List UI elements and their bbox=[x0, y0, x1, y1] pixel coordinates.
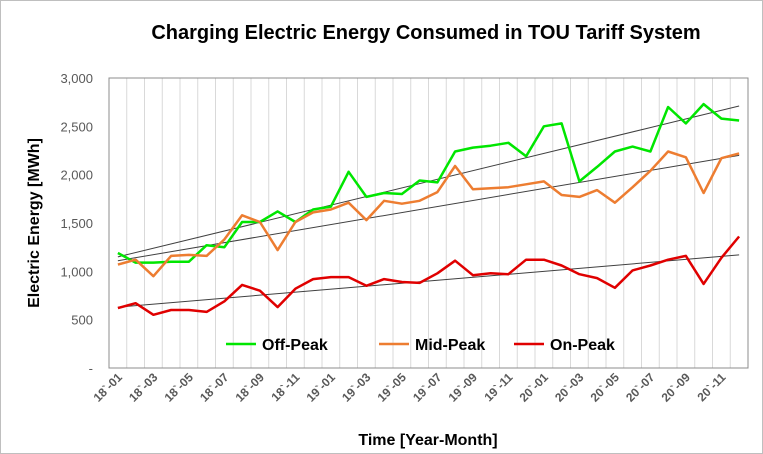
x-tick-label: 20`-09 bbox=[659, 370, 694, 405]
y-tick-label: 2,000 bbox=[60, 168, 93, 183]
x-tick-label: 20`-11 bbox=[695, 370, 729, 404]
x-tick-label: 19`-07 bbox=[410, 370, 445, 405]
x-tick-label: 20`-01 bbox=[517, 370, 552, 405]
x-tick-label: 19`-11 bbox=[482, 370, 516, 404]
x-axis-title: Time [Year-Month] bbox=[358, 432, 497, 449]
y-tick-label: 1,500 bbox=[60, 216, 93, 231]
plot-area bbox=[108, 77, 749, 369]
x-tick-label: 18`-03 bbox=[126, 370, 161, 405]
x-tick-label: 20`-03 bbox=[552, 370, 587, 405]
x-tick-label: 19`-03 bbox=[339, 370, 374, 405]
y-tick-label: 2,500 bbox=[60, 119, 93, 134]
series-line-on-peak bbox=[117, 235, 741, 317]
series-line-off-peak bbox=[117, 102, 740, 264]
x-tick-label: 20`-07 bbox=[623, 370, 658, 405]
y-tick-label: 1,000 bbox=[60, 264, 93, 279]
legend: Off-Peak Mid-Peak On-Peak bbox=[226, 337, 615, 354]
x-tick-label: 19`-01 bbox=[304, 370, 339, 405]
trendline-on-peak bbox=[117, 254, 740, 308]
grid bbox=[126, 78, 731, 368]
x-tick-label: 20`-05 bbox=[588, 370, 623, 405]
x-tick-label: 19`-09 bbox=[446, 370, 481, 405]
y-tick-labels: - 500 1,000 1,500 2,000 2,500 3,000 bbox=[60, 71, 93, 376]
legend-label: Mid-Peak bbox=[415, 337, 485, 354]
series-line-mid-peak bbox=[117, 150, 740, 278]
x-tick-labels: 18`-01 18`-03 18`-05 18`-07 18`-09 18`-11 19`-… bbox=[91, 370, 729, 405]
x-tick-label: 18`-07 bbox=[197, 370, 232, 405]
chart-title: Charging Electric Energy Consumed in TOU… bbox=[151, 22, 700, 44]
x-tick-label: 18`-09 bbox=[233, 370, 268, 405]
x-tick-label: 19`-05 bbox=[375, 370, 410, 405]
y-tick-label: - bbox=[89, 361, 93, 376]
x-tick-label: 18`-11 bbox=[269, 370, 303, 404]
y-tick-label: 500 bbox=[71, 313, 93, 328]
series-lines bbox=[117, 102, 741, 317]
x-tick-label: 18`-01 bbox=[91, 370, 126, 405]
y-axis-title: Electric Energy [MWh] bbox=[26, 138, 43, 308]
x-tick-label: 18`-05 bbox=[162, 370, 197, 405]
y-tick-label: 3,000 bbox=[60, 71, 93, 86]
legend-label: On-Peak bbox=[550, 337, 615, 354]
legend-label: Off-Peak bbox=[262, 337, 328, 354]
